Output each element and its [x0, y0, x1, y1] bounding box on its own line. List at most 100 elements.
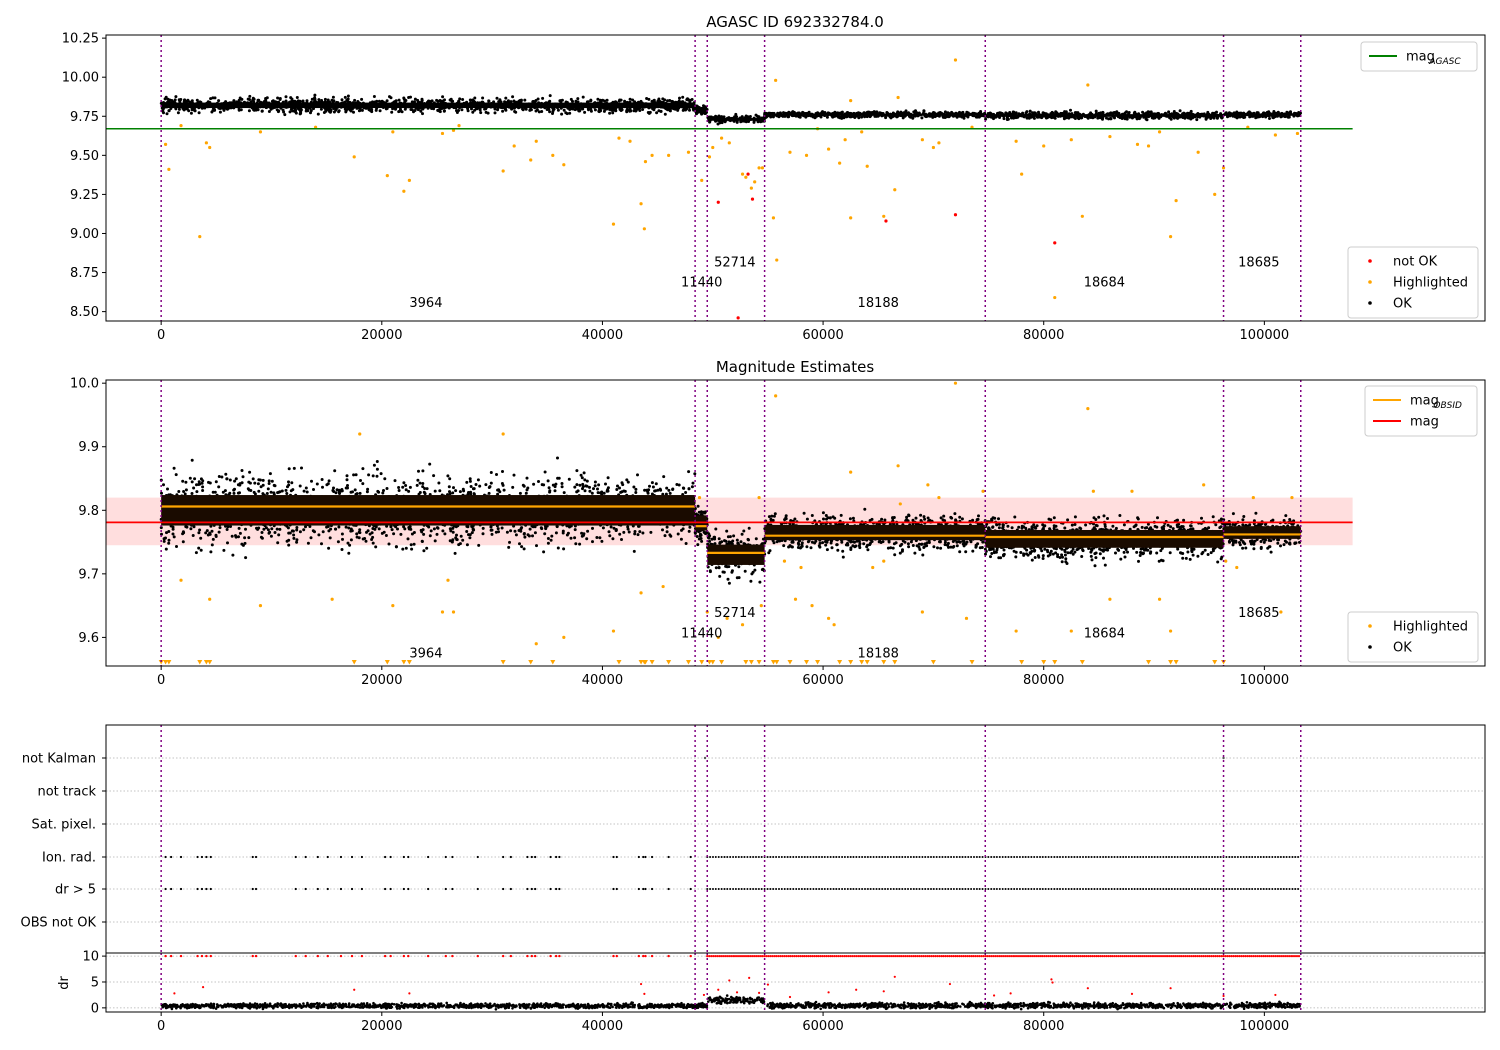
- ok-point: [449, 529, 453, 533]
- ok-point: [497, 100, 501, 104]
- ok-point: [360, 108, 364, 112]
- ok-point: [695, 111, 699, 115]
- ok-point: [652, 98, 656, 102]
- obsid-label: 52714: [714, 255, 755, 270]
- ok-point: [614, 528, 618, 532]
- ok-point: [433, 539, 437, 543]
- ok-point: [320, 542, 323, 546]
- ok-point: [194, 551, 198, 555]
- ok-point: [496, 108, 500, 112]
- ok-point: [268, 530, 272, 534]
- ok-point: [435, 532, 439, 536]
- y-tick-label: 9.75: [70, 110, 99, 125]
- ok-point: [232, 488, 236, 492]
- ok-point: [575, 483, 579, 487]
- ok-point: [166, 487, 169, 491]
- ok-point: [305, 490, 309, 494]
- ok-point: [340, 98, 344, 102]
- ok-point: [345, 474, 349, 478]
- ok-point: [1145, 118, 1149, 122]
- ok-point: [568, 111, 572, 115]
- ok-point: [276, 491, 280, 495]
- ok-point: [468, 479, 472, 483]
- ok-point: [415, 483, 419, 487]
- ok-point: [428, 462, 432, 466]
- ok-point: [450, 540, 454, 544]
- ok-point: [733, 115, 737, 119]
- ok-point: [289, 489, 293, 493]
- ok-point: [632, 485, 636, 489]
- ok-point: [171, 527, 175, 531]
- ok-point: [222, 548, 226, 552]
- highlighted-point: [931, 145, 936, 150]
- ok-point: [269, 490, 273, 494]
- not-ok-point: [746, 172, 750, 176]
- highlighted-point: [771, 216, 776, 220]
- ok-point: [540, 110, 544, 113]
- ok-point: [681, 100, 685, 104]
- ok-point: [267, 482, 271, 485]
- ok-point: [601, 526, 605, 530]
- ok-point: [545, 108, 549, 111]
- ok-point: [273, 484, 277, 488]
- highlighted-point: [258, 130, 263, 134]
- ok-point: [473, 108, 477, 112]
- ok-point: [361, 467, 365, 471]
- ok-point: [372, 95, 376, 98]
- ok-point: [461, 538, 465, 542]
- highlighted-point: [920, 138, 924, 142]
- ok-point: [579, 473, 583, 477]
- ok-point: [403, 107, 407, 111]
- ok-point: [857, 116, 861, 120]
- highlighted-point: [1295, 131, 1300, 136]
- ok-point: [678, 96, 681, 100]
- ok-point: [421, 485, 425, 489]
- ok-point: [498, 490, 502, 494]
- highlighted-point: [1080, 214, 1084, 218]
- ok-point: [285, 492, 289, 495]
- x-tick-label: 80000: [1023, 328, 1064, 343]
- ok-point: [503, 107, 507, 111]
- ok-point: [441, 529, 445, 533]
- ok-point: [160, 491, 163, 495]
- ok-point: [573, 528, 577, 532]
- ok-point: [495, 473, 498, 476]
- ok-point: [632, 549, 636, 553]
- ok-point: [1032, 116, 1036, 120]
- ok-point: [309, 536, 313, 540]
- ok-point: [471, 110, 475, 114]
- ok-point: [218, 526, 222, 530]
- ok-point: [481, 526, 485, 530]
- ok-point: [476, 478, 480, 482]
- legend-label: Highlighted: [1393, 276, 1468, 291]
- ok-point: [523, 535, 527, 539]
- highlighted-point: [804, 153, 809, 157]
- ok-point: [687, 529, 691, 533]
- highlighted-point: [352, 155, 356, 159]
- ok-point: [292, 536, 296, 540]
- ok-point: [350, 107, 354, 111]
- ok-point: [634, 109, 638, 113]
- ok-point: [310, 479, 313, 483]
- ok-point: [257, 489, 261, 493]
- ok-point: [607, 530, 611, 534]
- ok-point: [321, 485, 324, 489]
- ok-point: [590, 491, 594, 495]
- ok-point: [512, 99, 516, 103]
- ok-point: [602, 109, 606, 113]
- ok-point: [1053, 116, 1057, 120]
- ok-point: [218, 110, 222, 114]
- ok-point: [507, 545, 511, 549]
- ok-point: [556, 546, 560, 550]
- highlighted-point: [167, 167, 171, 172]
- ok-point: [681, 95, 685, 99]
- ok-point: [182, 490, 186, 493]
- ok-point: [437, 481, 441, 485]
- ok-point: [628, 109, 632, 113]
- highlighted-point: [849, 99, 853, 103]
- ok-point: [197, 546, 201, 550]
- ok-point: [413, 109, 417, 112]
- ok-point: [688, 108, 691, 112]
- ok-point: [662, 475, 666, 479]
- ok-point: [346, 541, 350, 545]
